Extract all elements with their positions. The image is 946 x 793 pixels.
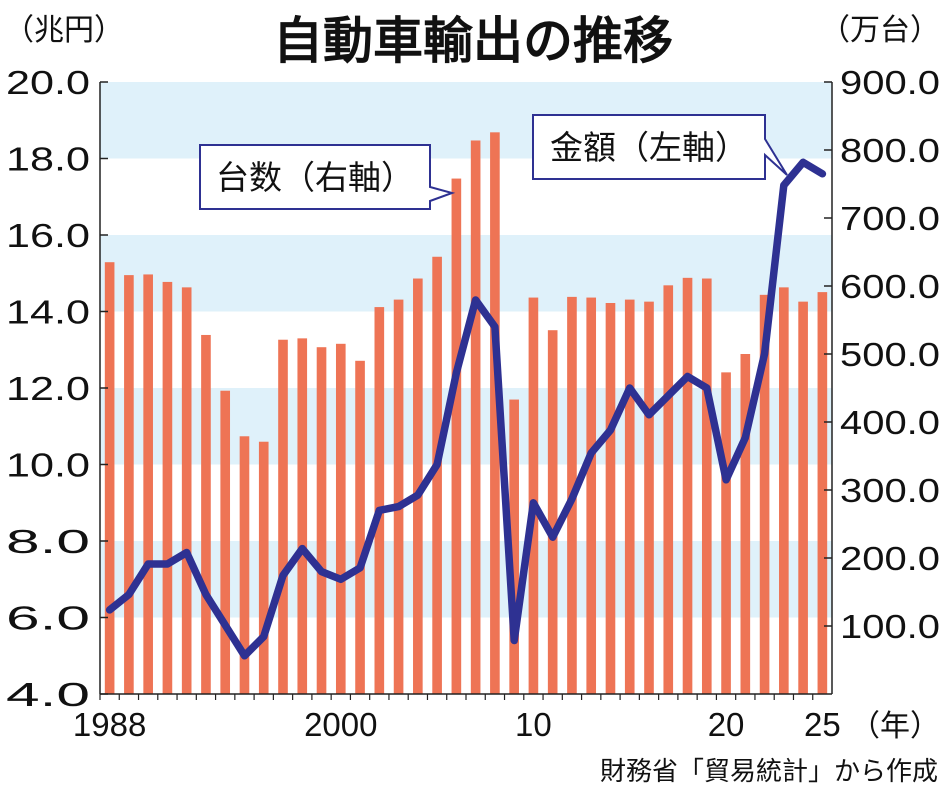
left-tick-label: 18.0 bbox=[6, 141, 90, 178]
left-unit-label: （兆円） bbox=[4, 14, 124, 47]
bar-2015 bbox=[624, 299, 635, 694]
line-series-value bbox=[105, 158, 827, 660]
bar-2014 bbox=[605, 303, 616, 694]
right-tick-label: 500.0 bbox=[840, 336, 940, 373]
callout-units-box bbox=[199, 144, 456, 210]
source-note: 財務省「貿易統計」から作成 bbox=[600, 756, 938, 786]
bar-1996 bbox=[258, 441, 269, 694]
right-tick-label: 600.0 bbox=[840, 268, 940, 305]
bar-1990 bbox=[143, 274, 153, 694]
x-tick-label-2010: 10 bbox=[515, 706, 552, 743]
bar-2006 bbox=[451, 178, 462, 694]
left-tick-label: 10.0 bbox=[6, 447, 90, 484]
bar-1992 bbox=[181, 287, 192, 694]
text-labels: 自動車輸出の推移 （兆円） （万台） （年） 財務省「貿易統計」から作成 bbox=[4, 13, 940, 786]
x-tick-label-2020: 20 bbox=[708, 706, 745, 743]
bar-2002 bbox=[374, 307, 385, 694]
bar-1988 bbox=[104, 262, 115, 694]
bar-1995 bbox=[239, 436, 250, 694]
bar-2003 bbox=[393, 299, 404, 694]
bar-1994 bbox=[220, 390, 231, 694]
right-tick-label: 700.0 bbox=[840, 200, 940, 237]
left-tick-label: 4.0 bbox=[6, 676, 90, 713]
chart-title: 自動車輸出の推移 bbox=[273, 13, 673, 69]
x-tick-label-1988: 1988 bbox=[73, 706, 146, 743]
bar-series-units bbox=[104, 132, 828, 695]
right-tick-label: 400.0 bbox=[840, 404, 940, 441]
bar-2020 bbox=[721, 372, 731, 694]
bar-1997 bbox=[278, 339, 288, 694]
left-tick-label: 8.0 bbox=[6, 523, 90, 560]
bar-2009 bbox=[509, 399, 519, 694]
x-tick-label-2025: 25 bbox=[804, 706, 841, 743]
bar-1993 bbox=[201, 334, 211, 694]
callout-units-text: 台数（右軸） bbox=[216, 159, 414, 196]
x-unit-label: （年） bbox=[850, 710, 940, 743]
bar-2000 bbox=[335, 343, 346, 694]
bar-2021 bbox=[740, 354, 751, 694]
bar-1991 bbox=[162, 281, 173, 694]
callout-value-box bbox=[532, 114, 788, 180]
bar-2018 bbox=[682, 277, 693, 694]
bar-2017 bbox=[663, 285, 674, 694]
right-tick-label: 800.0 bbox=[840, 132, 940, 169]
bar-2005 bbox=[432, 256, 442, 694]
bar-2019 bbox=[701, 278, 712, 694]
bar-2004 bbox=[413, 278, 423, 694]
right-tick-label: 900.0 bbox=[840, 64, 940, 101]
left-tick-label: 12.0 bbox=[6, 370, 90, 407]
bar-2016 bbox=[644, 301, 654, 694]
bar-2022 bbox=[759, 294, 770, 694]
bar-2011 bbox=[547, 330, 558, 694]
background-band bbox=[100, 235, 832, 312]
right-unit-label: （万台） bbox=[820, 14, 940, 47]
bar-1989 bbox=[124, 275, 134, 694]
callout-value-text: 金額（左軸） bbox=[550, 129, 748, 166]
bar-1998 bbox=[297, 338, 308, 694]
bar-2001 bbox=[355, 360, 365, 694]
left-tick-label: 20.0 bbox=[6, 64, 90, 101]
x-tick-label-2000: 2000 bbox=[304, 706, 377, 743]
bar-2025 bbox=[817, 292, 828, 694]
right-tick-label: 300.0 bbox=[840, 472, 940, 509]
bar-1999 bbox=[316, 347, 327, 694]
bar-2024 bbox=[798, 301, 808, 694]
bar-2007 bbox=[470, 140, 481, 695]
right-tick-label: 200.0 bbox=[840, 540, 940, 577]
left-tick-label: 16.0 bbox=[6, 217, 90, 254]
value-line bbox=[105, 158, 827, 660]
axes: 4.0 6.0 8.0 10.0 12.0 14.0 16.0 18.0 20.0 100.0 20… bbox=[6, 64, 940, 743]
right-tick-label: 100.0 bbox=[840, 608, 940, 645]
left-tick-label: 14.0 bbox=[6, 294, 90, 331]
left-tick-label: 6.0 bbox=[6, 600, 90, 637]
bar-2010 bbox=[528, 297, 539, 694]
callouts: 台数（右軸） 金額（左軸） bbox=[199, 114, 788, 210]
bar-2023 bbox=[779, 287, 789, 694]
bar-2013 bbox=[586, 297, 597, 694]
bar-2008 bbox=[490, 132, 500, 694]
